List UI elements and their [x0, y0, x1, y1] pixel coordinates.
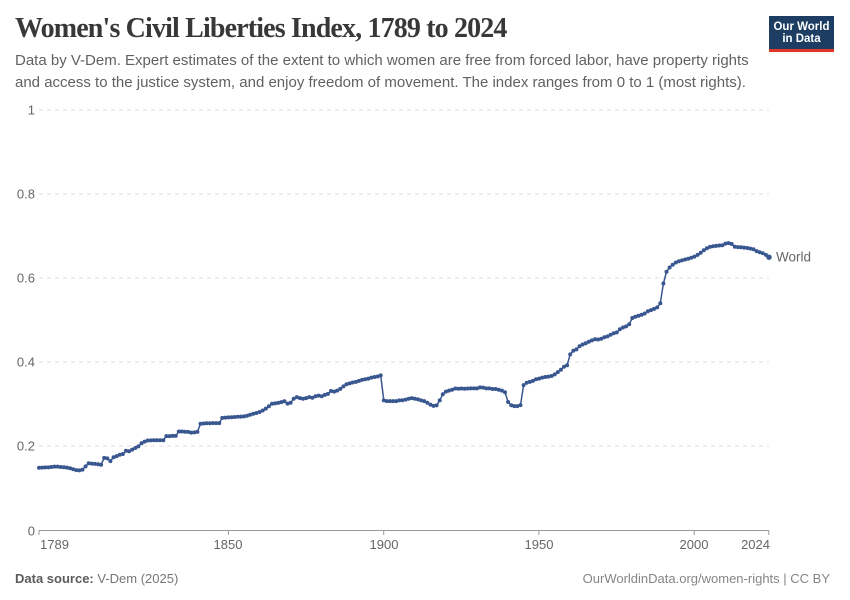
svg-text:0.8: 0.8: [17, 187, 35, 202]
svg-text:0.4: 0.4: [17, 355, 35, 370]
svg-text:World: World: [776, 250, 811, 265]
svg-text:1: 1: [28, 103, 35, 118]
svg-text:0: 0: [28, 524, 35, 539]
svg-text:1900: 1900: [370, 537, 399, 552]
svg-text:1950: 1950: [525, 537, 554, 552]
svg-text:1789: 1789: [40, 537, 69, 552]
svg-text:1850: 1850: [214, 537, 243, 552]
svg-text:0.2: 0.2: [17, 439, 35, 454]
svg-text:0.6: 0.6: [17, 271, 35, 286]
svg-text:2024: 2024: [741, 537, 770, 552]
svg-text:2000: 2000: [680, 537, 709, 552]
